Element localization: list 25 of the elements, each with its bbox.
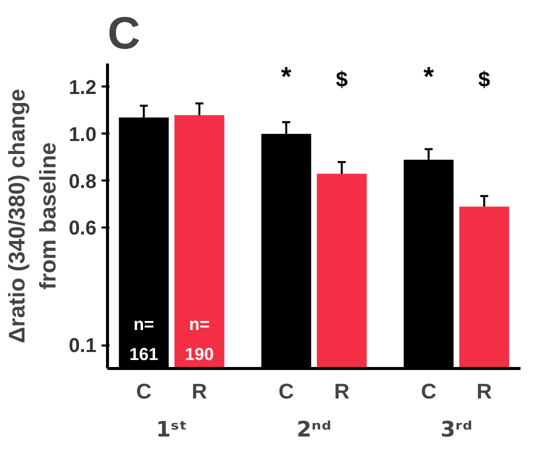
annotation: n= 190 — [184, 314, 214, 364]
bar — [316, 174, 367, 368]
series-label: R — [192, 380, 208, 404]
series-label: C — [136, 380, 152, 404]
text: R — [476, 380, 492, 404]
text: C — [420, 380, 436, 404]
y-tick-label: 0.8 — [68, 170, 97, 193]
annotation: * — [423, 62, 434, 92]
text: R — [334, 380, 350, 404]
chart-title: C — [108, 8, 140, 58]
x-tick-label: 1ˢᵗ — [156, 418, 188, 442]
y-tick-label: 0.6 — [68, 218, 97, 240]
bar — [459, 206, 510, 368]
y-tick-label: 1.0 — [68, 124, 97, 146]
annotation: n= 161 — [129, 314, 159, 364]
text: C — [278, 380, 294, 404]
y-tick-label: 1.2 — [68, 76, 97, 99]
annotation: $ — [478, 68, 490, 92]
x-tick-label: 2ⁿᵈ — [296, 418, 332, 442]
annotation: * — [281, 62, 292, 92]
y-tick-label: 0.1 — [68, 335, 97, 358]
bar — [174, 115, 224, 368]
x-tick-label: 3ʳᵈ — [440, 418, 472, 442]
annotation: $ — [336, 68, 348, 92]
y-axis-title: Δratio (340/380) change from baseline — [3, 88, 61, 344]
